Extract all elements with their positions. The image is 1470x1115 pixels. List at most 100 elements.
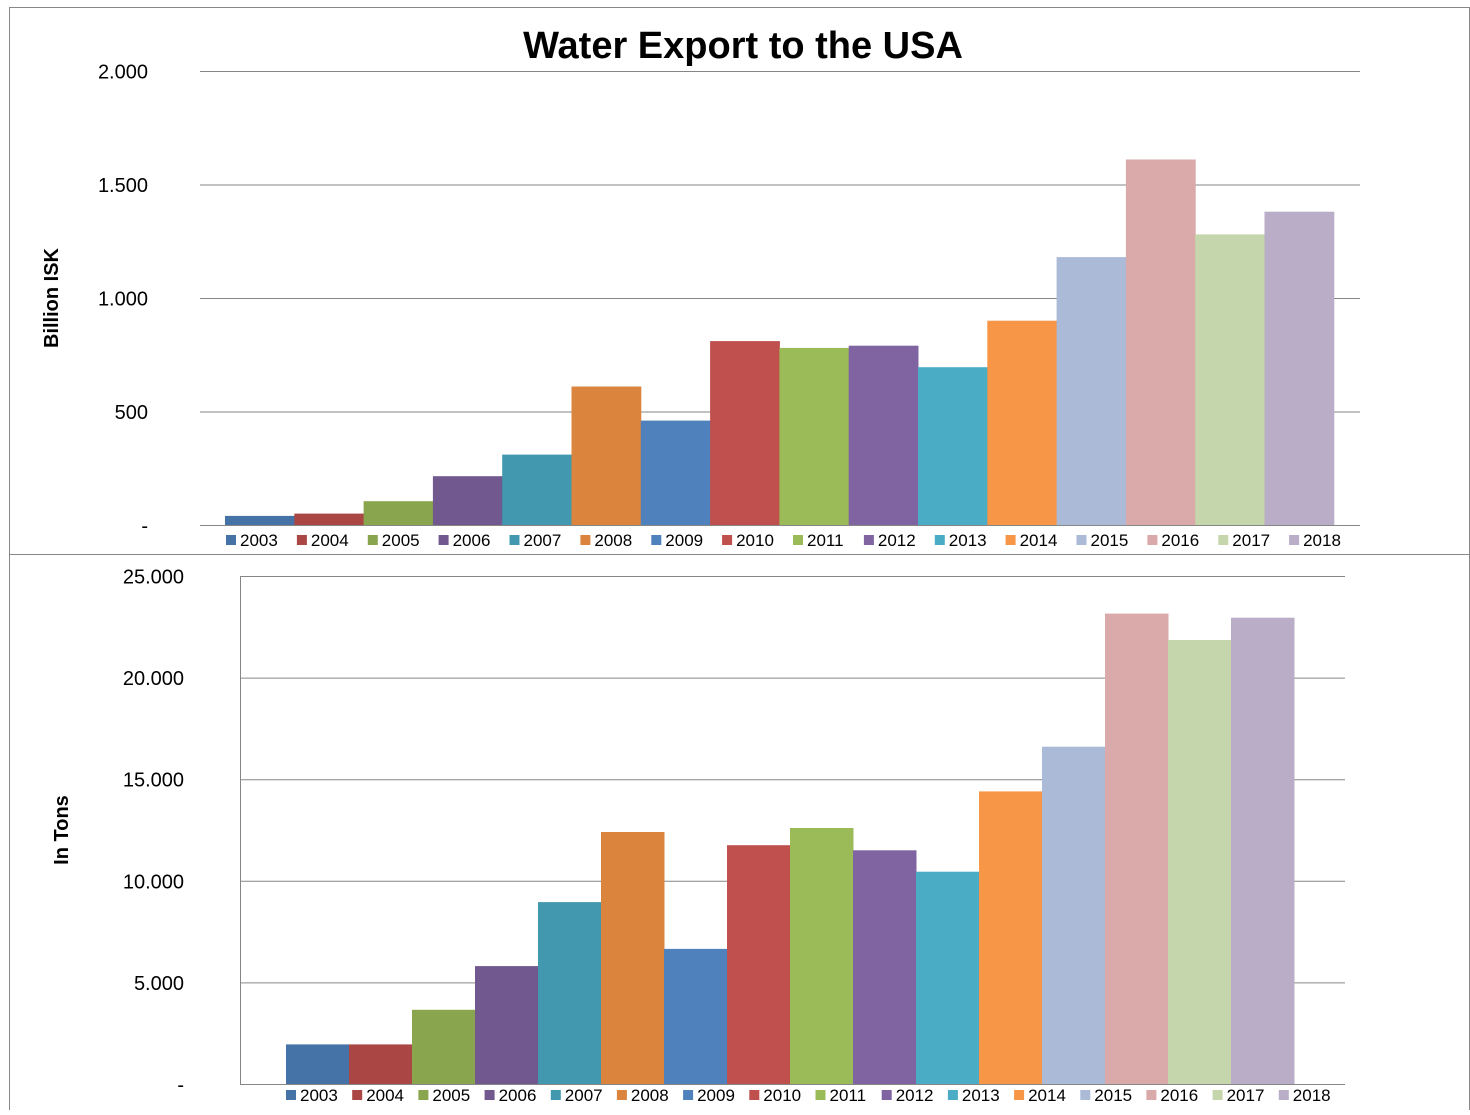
bar-2005 [412, 1009, 476, 1084]
legend-label-2008: 2008 [594, 531, 632, 550]
bar-2008 [571, 386, 642, 525]
legend-swatch-2010 [722, 535, 733, 545]
legend-swatch-2014 [1014, 1090, 1025, 1100]
bar-2015 [1056, 257, 1127, 525]
bar-2018 [1231, 617, 1295, 1084]
legend-label-2012: 2012 [896, 1086, 934, 1105]
legend-swatch-2013 [934, 535, 945, 545]
bar-2012 [848, 345, 919, 525]
legend-label-2013: 2013 [962, 1086, 1000, 1105]
legend-label-2008: 2008 [631, 1086, 669, 1105]
legend-swatch-2015 [1076, 535, 1087, 545]
chart-panel-2: - 5.000 10.000 15.000 20.000 25.000 In Tons 200… [51, 567, 1345, 1105]
legend-label-2011: 2011 [807, 531, 844, 550]
legend-label-2014: 2014 [1028, 1086, 1066, 1105]
bar-2007 [502, 454, 572, 525]
legend-swatch-2006 [484, 1090, 495, 1100]
bar-2004 [349, 1044, 413, 1084]
bar-2018 [1264, 211, 1335, 525]
legend-swatch-2003 [226, 535, 236, 545]
y-tick-label: 5.000 [134, 973, 184, 995]
legend-label-2009: 2009 [665, 531, 703, 550]
y-tick-label: 20.000 [123, 668, 184, 690]
legend-label-2015: 2015 [1094, 1086, 1132, 1105]
bar-2006 [432, 476, 503, 525]
legend-label-2018: 2018 [1293, 1086, 1331, 1105]
bar-2013 [918, 367, 988, 525]
legend-swatch-2016 [1147, 535, 1158, 545]
bar-2003 [286, 1044, 350, 1084]
y-tick-label: 1.000 [98, 289, 148, 311]
legend-swatch-2008 [580, 535, 591, 545]
bar-2012 [853, 850, 917, 1084]
legend-label-2016: 2016 [1160, 1086, 1198, 1105]
bar-2017 [1168, 640, 1232, 1084]
legend-label-2010: 2010 [763, 1086, 801, 1105]
legend: 2003 2004 2005 2006 2007 2008 2009 2010 2011 2012… [226, 531, 1341, 550]
legend-label-2012: 2012 [878, 531, 916, 550]
legend-swatch-2013 [947, 1090, 958, 1100]
legend-label-2003: 2003 [300, 1086, 338, 1105]
y-axis-label: Billion ISK [41, 247, 63, 348]
bar-2014 [987, 320, 1058, 525]
legend-label-2007: 2007 [524, 531, 562, 550]
y-tick-label: - [141, 516, 148, 538]
legend-label-2005: 2005 [382, 531, 420, 550]
bar-2009 [640, 420, 711, 525]
bar-2011 [790, 828, 854, 1084]
chart-title: Water Export to the USA [523, 25, 963, 67]
legend-label-2003: 2003 [240, 531, 278, 550]
legend-swatch-2008 [616, 1090, 627, 1100]
legend-swatch-2007 [509, 535, 520, 545]
legend-label-2016: 2016 [1161, 531, 1199, 550]
legend-swatch-2014 [1005, 535, 1016, 545]
legend-swatch-2018 [1289, 535, 1300, 545]
y-tick-label: 2.000 [98, 62, 148, 84]
legend-swatch-2010 [749, 1090, 760, 1100]
bar-2011 [779, 347, 850, 525]
bar-2004 [294, 513, 365, 525]
legend-label-2005: 2005 [432, 1086, 470, 1105]
bar-2006 [475, 966, 539, 1084]
legend-label-2017: 2017 [1227, 1086, 1265, 1105]
bar-2007 [538, 902, 602, 1084]
legend-swatch-2004 [352, 1090, 363, 1100]
legend: 2003 2004 2005 2006 2007 2008 2009 2010 2011 2012… [286, 1086, 1331, 1105]
legend-label-2006: 2006 [499, 1086, 537, 1105]
bar-2016 [1125, 159, 1196, 525]
bar-2014 [979, 791, 1043, 1084]
legend-label-2009: 2009 [697, 1086, 735, 1105]
y-tick-label: 500 [115, 402, 148, 424]
legend-swatch-2009 [651, 535, 662, 545]
legend-swatch-2011 [793, 535, 803, 545]
legend-label-2010: 2010 [736, 531, 774, 550]
legend-swatch-2011 [815, 1090, 826, 1100]
bar-2003 [225, 515, 295, 525]
legend-swatch-2017 [1218, 535, 1229, 545]
bar-2009 [664, 948, 728, 1084]
legend-swatch-2005 [367, 535, 378, 545]
legend-swatch-2016 [1146, 1090, 1157, 1100]
legend-swatch-2003 [286, 1090, 296, 1100]
legend-label-2013: 2013 [949, 531, 987, 550]
legend-label-2014: 2014 [1020, 531, 1058, 550]
y-tick-label: - [177, 1075, 184, 1097]
bar-2015 [1042, 746, 1106, 1084]
legend-label-2017: 2017 [1232, 531, 1270, 550]
legend-label-2007: 2007 [565, 1086, 603, 1105]
legend-label-2004: 2004 [366, 1086, 404, 1105]
legend-swatch-2015 [1080, 1090, 1091, 1100]
legend-swatch-2012 [863, 535, 874, 545]
bar-2005 [363, 501, 434, 525]
y-tick-label: 25.000 [123, 567, 184, 589]
y-tick-label: 15.000 [123, 770, 184, 792]
legend-swatch-2006 [438, 535, 449, 545]
bar-2016 [1105, 613, 1169, 1084]
legend-label-2011: 2011 [830, 1086, 867, 1105]
y-tick-label: 10.000 [123, 871, 184, 893]
legend-swatch-2007 [550, 1090, 561, 1100]
legend-label-2006: 2006 [453, 531, 491, 550]
legend-swatch-2017 [1212, 1090, 1223, 1100]
y-tick-label: 1.500 [98, 175, 148, 197]
